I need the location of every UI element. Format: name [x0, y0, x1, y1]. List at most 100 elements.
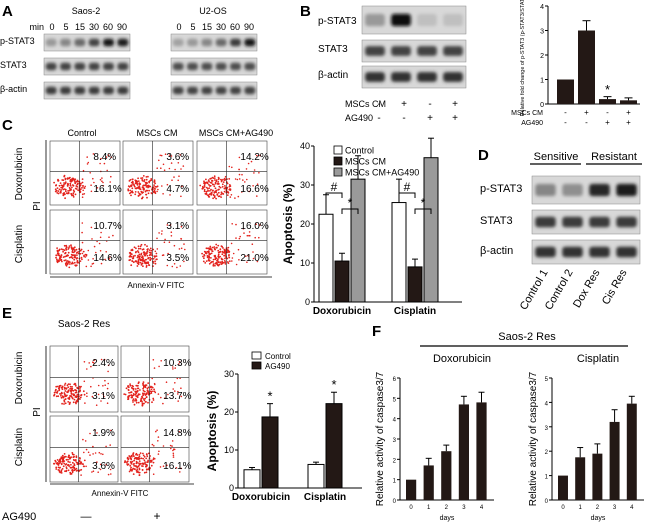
- c-bar-Doxorubicin-1: [334, 260, 350, 303]
- f-x-tick: 3: [613, 505, 617, 511]
- e-treat-label: AG490: [2, 511, 36, 523]
- e-flow-r0-c1-events: [123, 359, 183, 407]
- b-bar-2: [578, 30, 595, 104]
- f-bar-day-2: [592, 453, 603, 500]
- y-tick-label: 5: [545, 377, 549, 383]
- y-tick-label: 0: [545, 499, 549, 505]
- y-tick-label: 3: [540, 29, 544, 36]
- y-tick-label: 6: [393, 377, 397, 383]
- b-bactin-band: [391, 72, 411, 82]
- panel-c: C Control MSCs CM MSCs CM+AG490 Doxorubi…: [2, 117, 462, 317]
- f-bar-day-3: [458, 404, 470, 500]
- c-flow-r0-c0-q2-percent: 8.4%: [93, 152, 116, 163]
- d-row-pstat3: p-STAT3: [480, 183, 522, 195]
- a-u2os-bactin-band: [244, 86, 256, 95]
- d-row-stat3: STAT3: [480, 215, 513, 227]
- b-stat3-band: [417, 46, 437, 56]
- a-saos2-pstat3-band: [88, 38, 100, 47]
- a-u2os-bactin-band: [215, 86, 227, 95]
- f-bar-day-4: [476, 402, 487, 500]
- e-flow-r0-c1-q2-percent: 10.3%: [163, 358, 191, 369]
- b-chart-sign: -: [564, 118, 567, 127]
- c-flow-r1-c0-q2-percent: 10.7%: [93, 221, 121, 232]
- b-bar-4: [620, 100, 637, 104]
- a-saos2-bactin-band: [45, 86, 57, 95]
- e-bar-Doxorubicin-0: [243, 469, 261, 489]
- d-bactin-band: [535, 246, 556, 258]
- b-sign: +: [452, 99, 458, 110]
- a-u2os-pstat3-membrane: [170, 33, 258, 52]
- b-row-stat3: STAT3: [318, 44, 348, 55]
- c-row-doxorubicin: Doxorubicin: [14, 148, 25, 201]
- c-y-axis-pi: PI: [32, 201, 43, 210]
- a-u2os-bactin-band: [201, 86, 213, 95]
- a-u2os-stat3-band: [172, 62, 184, 71]
- f-bar-day-3: [609, 421, 620, 500]
- a-saos2-bactin-band: [60, 86, 71, 95]
- y-tick-label: 2: [545, 450, 549, 456]
- b-sign: -: [428, 99, 431, 110]
- b-pstat3-band: [443, 13, 463, 27]
- y-tick-label: 20: [224, 407, 234, 417]
- time-label: min: [29, 22, 44, 32]
- y-tick-label: 1: [545, 475, 549, 481]
- cell-line-saos2: Saos-2: [72, 6, 101, 16]
- b-chart-treat: MSCs CM: [511, 110, 543, 117]
- a-u2os-bactin-band: [230, 86, 241, 95]
- e-flow-r1-c1-frame: [120, 415, 190, 483]
- panel-f-letter: F: [372, 323, 381, 340]
- d-pstat3-band: [616, 183, 637, 197]
- c-bar-Doxorubicin-0: [318, 213, 334, 303]
- cell-line-u2os: U2-OS: [199, 6, 227, 16]
- f-x-tick: 2: [445, 505, 449, 511]
- c-flow-r0-c0-events: [53, 153, 113, 200]
- a-u2os-bactin-band: [172, 86, 184, 95]
- a-saos2-bactin-band: [74, 86, 86, 95]
- b-sign: -: [377, 99, 380, 110]
- a-saos2-pstat3-band: [117, 38, 129, 47]
- f-doxorubicin-chart: 0 1 2 3 4 5 6 Relative activity of caspase3/7 Do…: [375, 353, 494, 522]
- sig-bracket: [414, 208, 432, 214]
- e-legend-swatch: [251, 361, 262, 370]
- y-tick-label: 1: [393, 479, 397, 485]
- f-x-tick: 1: [427, 505, 431, 511]
- b-treat-msc: MSCs CM: [345, 99, 386, 109]
- b-bactin-band: [417, 72, 437, 82]
- f-chart-title: Cisplatin: [577, 353, 619, 365]
- b-bar-chart: 0 1 2 3 4 Relative fold change of p-STAT3 (p-…: [511, 0, 640, 127]
- b-chart-ylabel: Relative fold change of p-STAT3 (p-STAT3…: [520, 0, 526, 116]
- c-flow-r1-c0-events: [55, 222, 114, 269]
- a-saos2-stat3-band: [74, 62, 86, 71]
- panel-c-letter: C: [2, 117, 13, 134]
- f-x-tick: 2: [596, 505, 600, 511]
- c-col-msc: MSCs CM: [137, 128, 178, 138]
- b-row-bactin: β-actin: [318, 70, 348, 81]
- e-title: Saos-2 Res: [58, 319, 110, 330]
- time-u2os-15: 15: [202, 22, 212, 32]
- b-star: *: [605, 82, 610, 97]
- c-flow-r1-c1-events: [128, 224, 186, 269]
- time-saos2-60: 60: [103, 22, 113, 32]
- time-u2os-5: 5: [190, 22, 195, 32]
- c-legend-swatch: [333, 145, 343, 155]
- f-bar-day-1: [423, 465, 434, 500]
- a-u2os-stat3-band: [244, 62, 256, 71]
- b-pstat3-band: [365, 13, 385, 27]
- f-x-tick: 4: [630, 505, 634, 511]
- d-bactin-band: [562, 246, 583, 258]
- d-group-resistant: Resistant: [591, 151, 637, 163]
- c-flow-r0-c1-events: [127, 153, 185, 200]
- y-tick-label: 1: [540, 78, 544, 85]
- sig-mark: #: [331, 180, 338, 194]
- f-xlabel: days: [440, 515, 455, 522]
- d-stat3-band: [535, 216, 556, 228]
- a-saos2-pstat3-membrane: [43, 33, 131, 52]
- a-saos2-pstat3-band: [45, 38, 57, 47]
- a-saos2-pstat3-band: [103, 38, 114, 47]
- y-tick-label: 3: [393, 438, 397, 444]
- c-flow-r1-c1-frame: [122, 209, 194, 275]
- e-bar-Doxorubicin-1: [261, 416, 279, 489]
- a-u2os-pstat3-band: [187, 38, 198, 47]
- time-u2os-60: 60: [230, 22, 240, 32]
- b-bar-1: [557, 79, 574, 104]
